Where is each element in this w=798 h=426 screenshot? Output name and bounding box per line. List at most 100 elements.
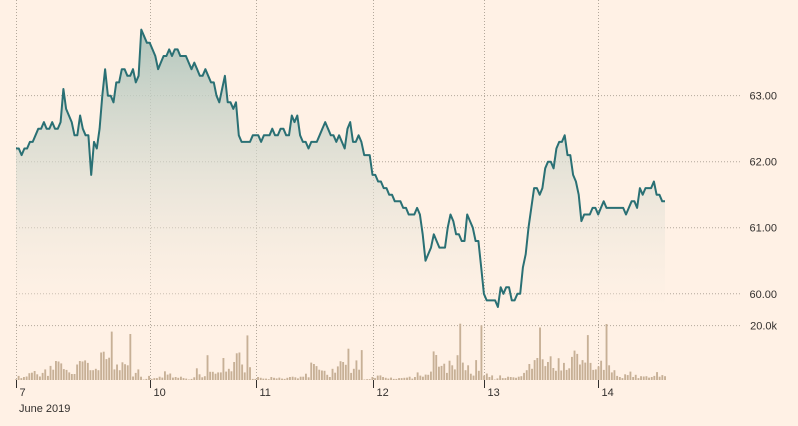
- volume-bar: [166, 374, 169, 380]
- volume-bar: [78, 361, 81, 380]
- volume-bar: [222, 358, 225, 380]
- volume-bar: [305, 373, 307, 380]
- volume-bar: [49, 365, 52, 380]
- volume-bar: [233, 362, 236, 380]
- volume-bar: [86, 362, 89, 380]
- volume-bar: [174, 377, 177, 380]
- volume-bar: [416, 372, 419, 380]
- volume-bar: [134, 372, 137, 380]
- volume-bar: [597, 366, 600, 380]
- volume-bar: [193, 377, 196, 380]
- volume-bar: [430, 371, 432, 380]
- volume-bar: [246, 335, 249, 380]
- volume-bar: [371, 377, 374, 380]
- volume-bar: [203, 376, 206, 380]
- volume-bar: [504, 378, 507, 380]
- price-tick-label: 61.00: [749, 223, 777, 235]
- volume-bar: [408, 376, 411, 380]
- volume-bar: [249, 367, 251, 380]
- volume-bar: [626, 375, 629, 380]
- volume-bar: [52, 369, 55, 380]
- volume-bar: [289, 377, 291, 380]
- volume-bar: [517, 376, 520, 380]
- volume-bar: [137, 369, 140, 380]
- volume-bar: [624, 374, 627, 380]
- volume-bar: [563, 362, 565, 380]
- volume-bar: [368, 379, 371, 380]
- volume-bar: [70, 374, 73, 380]
- x-tick-label: 7: [20, 387, 26, 399]
- volume-bar: [342, 362, 345, 380]
- volume-bar: [640, 376, 642, 380]
- volume-bar: [544, 366, 547, 380]
- volume-bar: [376, 375, 379, 380]
- volume-bar: [182, 378, 185, 380]
- volume-bar: [541, 359, 544, 380]
- volume-bar: [469, 373, 472, 380]
- x-axis-labels: 7 10 11 12 13 14 June 2019: [19, 387, 614, 415]
- volume-bar: [507, 376, 509, 380]
- volume-bar: [594, 369, 597, 380]
- volume-bar: [28, 373, 31, 380]
- volume-bar: [169, 373, 172, 380]
- volume-bar: [650, 377, 653, 380]
- volume-bar: [44, 369, 47, 380]
- volume-bar: [105, 359, 108, 380]
- volume-bar: [568, 368, 571, 380]
- volume-bar: [438, 366, 440, 380]
- volume-bar: [608, 365, 611, 380]
- volume-bar: [485, 373, 488, 380]
- volume-bar: [331, 368, 334, 380]
- volume-bar: [31, 372, 33, 380]
- volume-bar: [488, 377, 491, 380]
- volume-bar: [571, 356, 573, 380]
- x-axis-sublabel: June 2019: [19, 403, 70, 415]
- price-tick-label: 60.00: [749, 289, 777, 301]
- volume-bar: [366, 379, 369, 380]
- volume-bar: [89, 370, 92, 380]
- volume-bar: [459, 323, 462, 380]
- volume-bar: [443, 363, 446, 380]
- volume-bar: [142, 379, 145, 380]
- volume-bar: [73, 374, 76, 380]
- volume-bar: [326, 374, 329, 380]
- x-tick-label: 14: [602, 387, 614, 399]
- volume-bar: [461, 362, 464, 380]
- volume-bar: [658, 376, 661, 380]
- volume-bar: [406, 377, 408, 380]
- volume-bar: [257, 377, 259, 380]
- volume-bar: [419, 375, 422, 380]
- price-area-fill: [16, 29, 665, 307]
- volume-tick-label: 20.0k: [750, 321, 777, 333]
- volume-bar: [584, 362, 587, 380]
- volume-bar: [576, 353, 579, 380]
- volume-bar: [557, 358, 560, 380]
- volume-bar: [398, 378, 400, 380]
- volume-bar: [552, 368, 555, 380]
- volume-bar: [520, 376, 523, 380]
- volume-bar: [613, 370, 616, 380]
- volume-bar: [17, 375, 20, 380]
- volume-bar: [302, 376, 305, 380]
- price-area: [16, 29, 665, 307]
- volume-bar: [360, 350, 363, 380]
- volume-bar: [656, 372, 658, 380]
- volume-bar: [259, 377, 262, 380]
- volume-bar: [299, 376, 302, 380]
- volume-bar: [581, 360, 584, 380]
- volume-bar: [531, 368, 533, 380]
- volume-bars: [15, 323, 666, 380]
- volume-bar: [403, 377, 406, 380]
- volume-bar: [560, 370, 563, 380]
- volume-bar: [195, 368, 198, 380]
- x-tick-label: 10: [154, 387, 166, 399]
- volume-bar: [451, 365, 454, 380]
- volume-bar: [664, 376, 666, 380]
- volume-bar: [464, 370, 467, 380]
- volume-bar: [355, 360, 358, 380]
- volume-bar: [275, 378, 278, 380]
- volume-bar: [483, 375, 486, 380]
- volume-bar: [118, 370, 121, 380]
